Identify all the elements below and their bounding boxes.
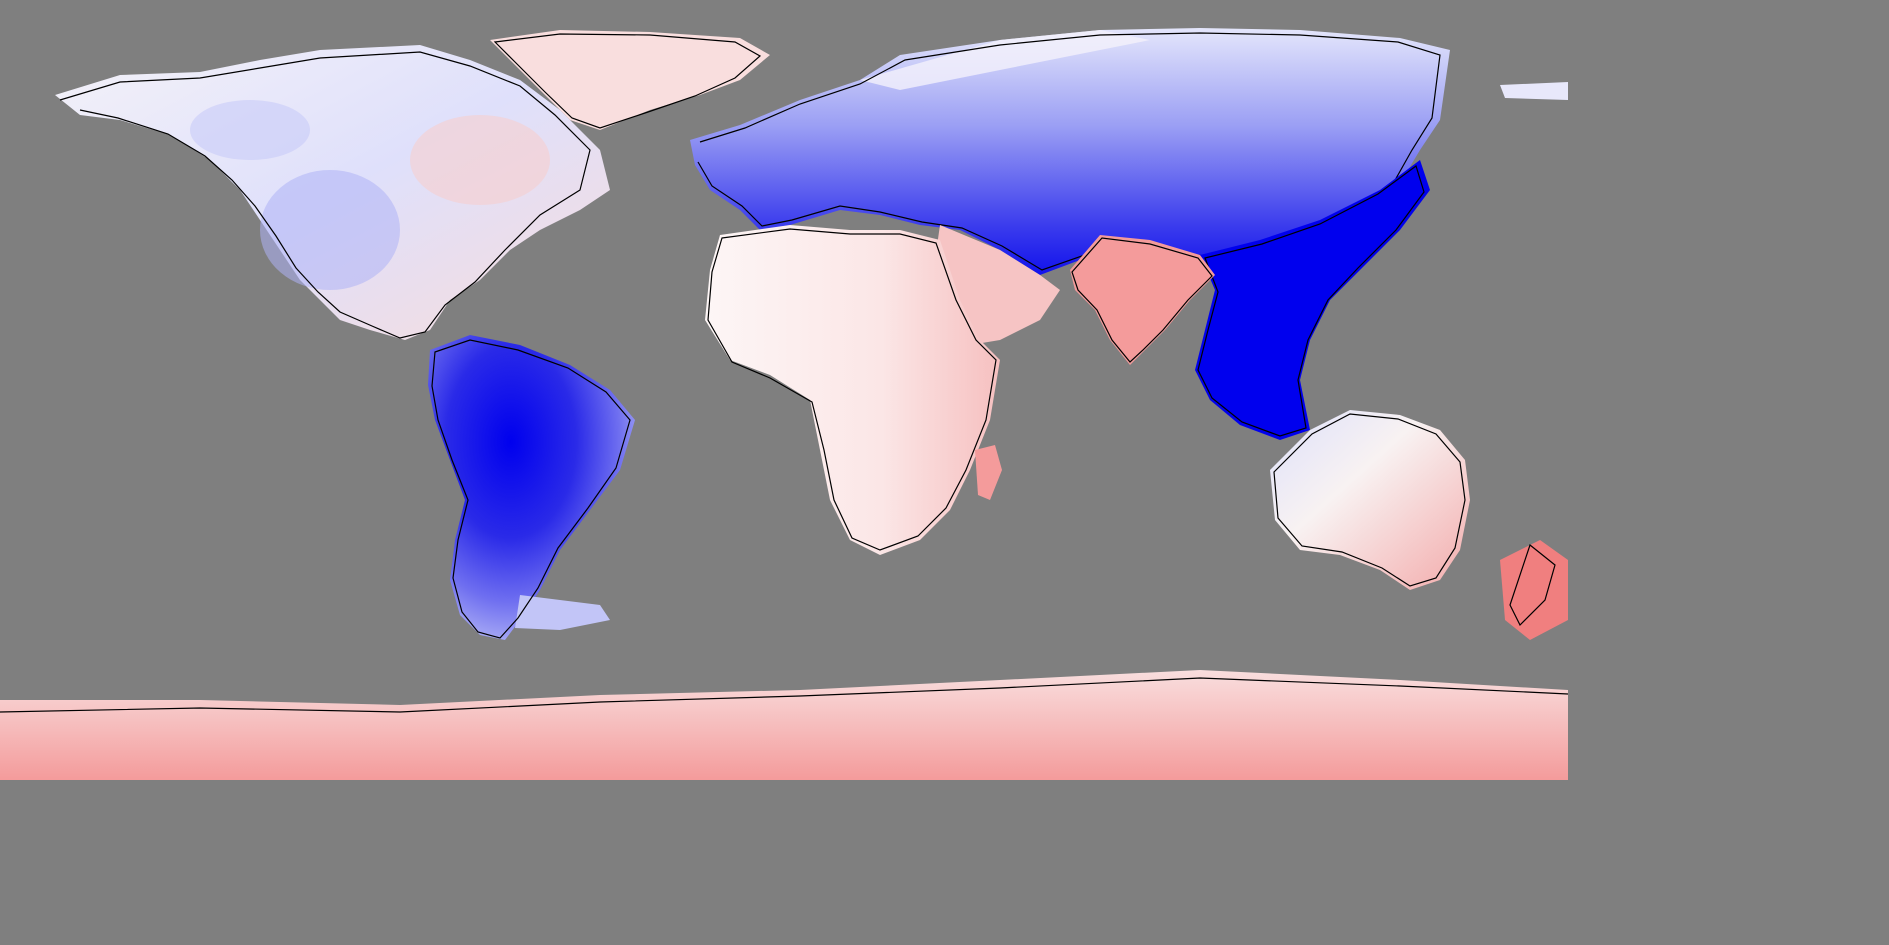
- africa-region: [705, 225, 1002, 555]
- antarctica-region: [0, 670, 1569, 780]
- south-america-region: [428, 335, 635, 640]
- eurasia-region: [690, 28, 1568, 275]
- greenland-region: [490, 30, 770, 130]
- north-america-region: [55, 45, 610, 340]
- india-region: [1070, 235, 1215, 365]
- new-zealand-region: [1500, 540, 1568, 640]
- australia-region: [1270, 410, 1470, 590]
- southeast-asia-region: [1195, 160, 1430, 440]
